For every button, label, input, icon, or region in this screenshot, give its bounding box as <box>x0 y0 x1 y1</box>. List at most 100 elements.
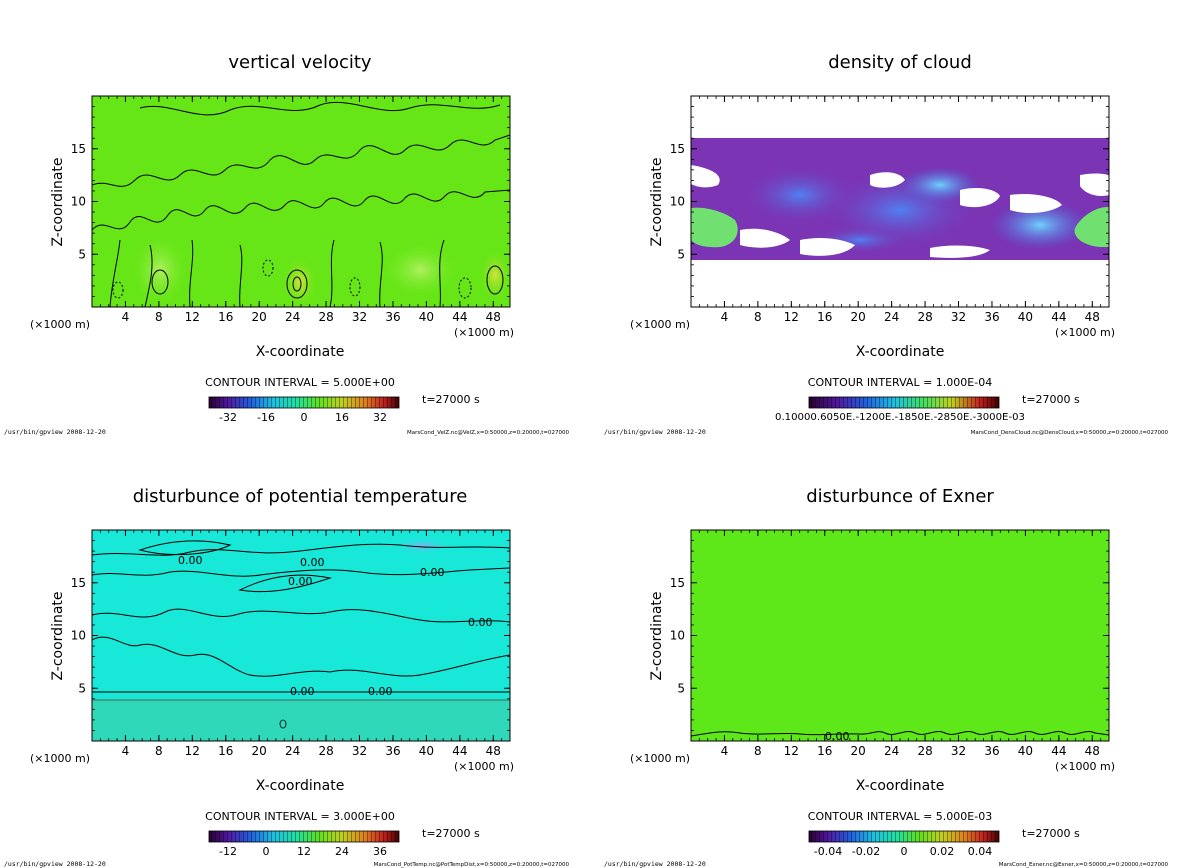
x-tick-label: 24 <box>285 310 300 324</box>
contour-line <box>690 731 1110 737</box>
panel-density-of-cloud: density of cloud 4 8 12 16 20 24 28 32 36 40 44 48 <box>604 52 1168 436</box>
panel-title: density of cloud <box>828 52 972 73</box>
footer-left: /usr/bin/gpview 2008-12-20 <box>4 428 106 436</box>
footer-right: MarsCond_VelZ.nc@VelZ,x=0:50000,z=0:2000… <box>407 430 570 436</box>
x-tick-label: 32 <box>352 310 367 324</box>
contour-ring <box>286 269 308 299</box>
cloud-edge-green <box>1074 206 1109 247</box>
x-tick-label: 24 <box>884 310 899 324</box>
x-tick-label: 24 <box>884 744 899 758</box>
colorbar-tick-label: -12 <box>219 845 237 858</box>
panel-potential-temperature: disturbunce of potential temperature 0.0… <box>4 486 569 868</box>
x-unit-label-left: (×1000 m) <box>630 752 690 765</box>
x-tick-label: 40 <box>1018 744 1033 758</box>
contour-line <box>91 134 511 187</box>
footer-left: /usr/bin/gpview 2008-12-20 <box>4 860 106 868</box>
plot-area <box>690 95 1110 308</box>
x-tick-label: 44 <box>1051 310 1066 324</box>
x-tick-label: 4 <box>721 310 729 324</box>
x-unit-label-right: (×1000 m) <box>1055 760 1115 773</box>
colorbar-tick-label: 32 <box>373 411 387 424</box>
contour-interval: CONTOUR INTERVAL = 1.000E-04 <box>808 376 992 389</box>
footer-left: /usr/bin/gpview 2008-12-20 <box>604 428 706 436</box>
colorbar-tick-label: 0 <box>263 845 270 858</box>
colorbar-stripes <box>809 397 999 408</box>
colorbar-tick-label: -0.04 <box>814 845 842 858</box>
field-blob <box>392 537 452 555</box>
panel-title: disturbunce of potential temperature <box>133 486 468 507</box>
contour-line <box>109 239 445 308</box>
colorbar-tick-label: 24 <box>335 845 349 858</box>
cloud-gap <box>930 245 990 258</box>
y-axis-title: Z-coordinate <box>649 157 665 246</box>
y-tick-label: 15 <box>71 576 86 590</box>
contour-ring <box>486 265 504 295</box>
footer-right: MarsCond_Exner.nc@Exner,x=0:50000,z=0:20… <box>999 862 1169 868</box>
x-axis-ticks: 4 8 12 16 20 24 28 32 36 40 44 48 <box>99 96 503 324</box>
y-tick-label: 15 <box>670 576 685 590</box>
x-tick-label: 32 <box>951 744 966 758</box>
x-tick-label: 32 <box>352 744 367 758</box>
cloud-gap <box>1010 194 1062 213</box>
cloud-gap <box>1080 173 1109 196</box>
plot-background <box>691 530 1109 741</box>
colorbar-tick-labels: 0.10000.6050E.-1200E.-1850E.-2850E.-3000… <box>775 412 1025 423</box>
time-label: t=27000 s <box>1022 827 1080 840</box>
plot-area: 0.00 <box>690 529 1110 743</box>
contour-label: 0.00 <box>420 566 445 579</box>
contour-ring-dashed <box>112 281 124 299</box>
x-axis-title: X-coordinate <box>856 344 945 360</box>
x-unit-label-left: (×1000 m) <box>30 752 90 765</box>
x-tick-label: 8 <box>155 310 163 324</box>
x-tick-label: 36 <box>984 744 999 758</box>
plot-area <box>91 95 511 308</box>
y-tick-label: 15 <box>71 142 86 156</box>
contour-interval: CONTOUR INTERVAL = 5.000E-03 <box>808 810 992 823</box>
colorbar-tick-label: 0 <box>901 845 908 858</box>
contour-line <box>139 101 501 116</box>
x-tick-label: 36 <box>385 744 400 758</box>
x-tick-label: 16 <box>218 310 233 324</box>
y-tick-label: 10 <box>71 195 86 209</box>
panel-title: vertical velocity <box>228 52 372 73</box>
x-tick-label: 20 <box>252 310 267 324</box>
x-tick-label: 8 <box>754 744 762 758</box>
cloud-gap <box>691 165 720 188</box>
contour-label: 0.00 <box>300 556 325 569</box>
contour-ring-dashed <box>349 277 361 297</box>
contour-label: 0.00 <box>288 575 313 588</box>
colorbar-tick-label: -0.02 <box>852 845 880 858</box>
contour-ring <box>292 276 302 292</box>
x-tick-label: 32 <box>951 310 966 324</box>
contour-ring <box>151 269 169 295</box>
contour-ring <box>279 719 287 729</box>
x-tick-label: 20 <box>252 744 267 758</box>
x-tick-label: 24 <box>285 744 300 758</box>
x-tick-label: 40 <box>1018 310 1033 324</box>
x-tick-label: 28 <box>917 744 932 758</box>
contour-line <box>238 574 332 593</box>
panel-vertical-velocity: vertical velocity 4 8 12 16 20 24 28 32 36 40 44 48 <box>4 52 569 436</box>
contour-line <box>91 608 511 623</box>
x-tick-label: 44 <box>452 744 467 758</box>
x-tick-label: 8 <box>754 310 762 324</box>
colorbar-stripes <box>209 397 399 408</box>
x-tick-label: 44 <box>452 310 467 324</box>
plot-area: 0.00 0.00 0.00 0.00 0.00 0.00 0.00 <box>91 529 511 742</box>
colorbar-ticks: -0.04 -0.02 0 0.02 0.04 <box>814 845 992 858</box>
x-tick-label: 4 <box>721 744 729 758</box>
x-tick-label: 28 <box>318 744 333 758</box>
field-blob <box>380 240 460 300</box>
x-tick-label: 12 <box>784 744 799 758</box>
x-tick-label: 16 <box>218 744 233 758</box>
x-tick-label: 44 <box>1051 744 1066 758</box>
contour-label: 0.00 <box>290 685 315 698</box>
footer-right: MarsCond_PotTemp.nc@PotTempDist,x=0:5000… <box>374 862 570 868</box>
y-tick-label: 5 <box>677 247 685 261</box>
cloud-edge-green <box>691 207 738 248</box>
contour-label: 0.00 <box>368 685 393 698</box>
contour-ring-dashed <box>458 277 472 299</box>
x-tick-label: 16 <box>817 310 832 324</box>
